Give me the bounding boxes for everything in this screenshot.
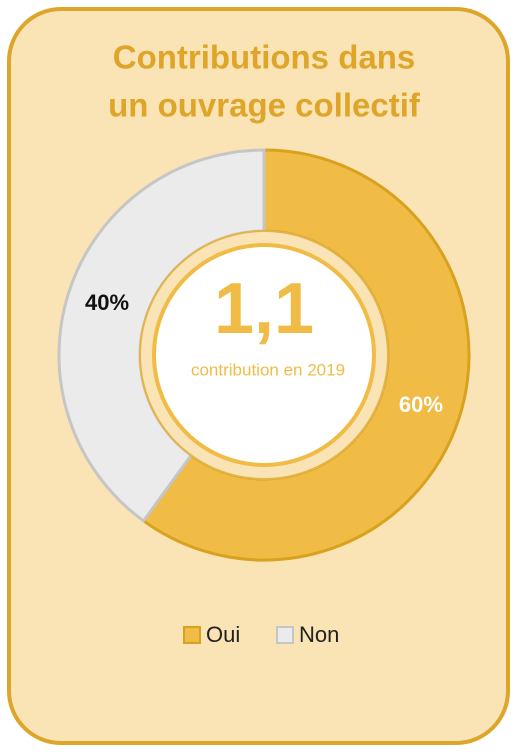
legend: Oui Non — [183, 622, 339, 647]
chart-title: Contributions dans — [113, 39, 415, 76]
chart-title: un ouvrage collectif — [108, 87, 421, 124]
legend-label: Oui — [206, 622, 240, 647]
legend-swatch — [183, 626, 201, 644]
legend-swatch — [276, 626, 294, 644]
center-value: 1,1 — [214, 269, 314, 349]
data-label: 40% — [85, 290, 129, 315]
center-circle — [152, 243, 376, 467]
center-caption: contribution en 2019 — [191, 360, 345, 379]
legend-label: Non — [299, 622, 339, 647]
data-label: 60% — [399, 392, 443, 417]
